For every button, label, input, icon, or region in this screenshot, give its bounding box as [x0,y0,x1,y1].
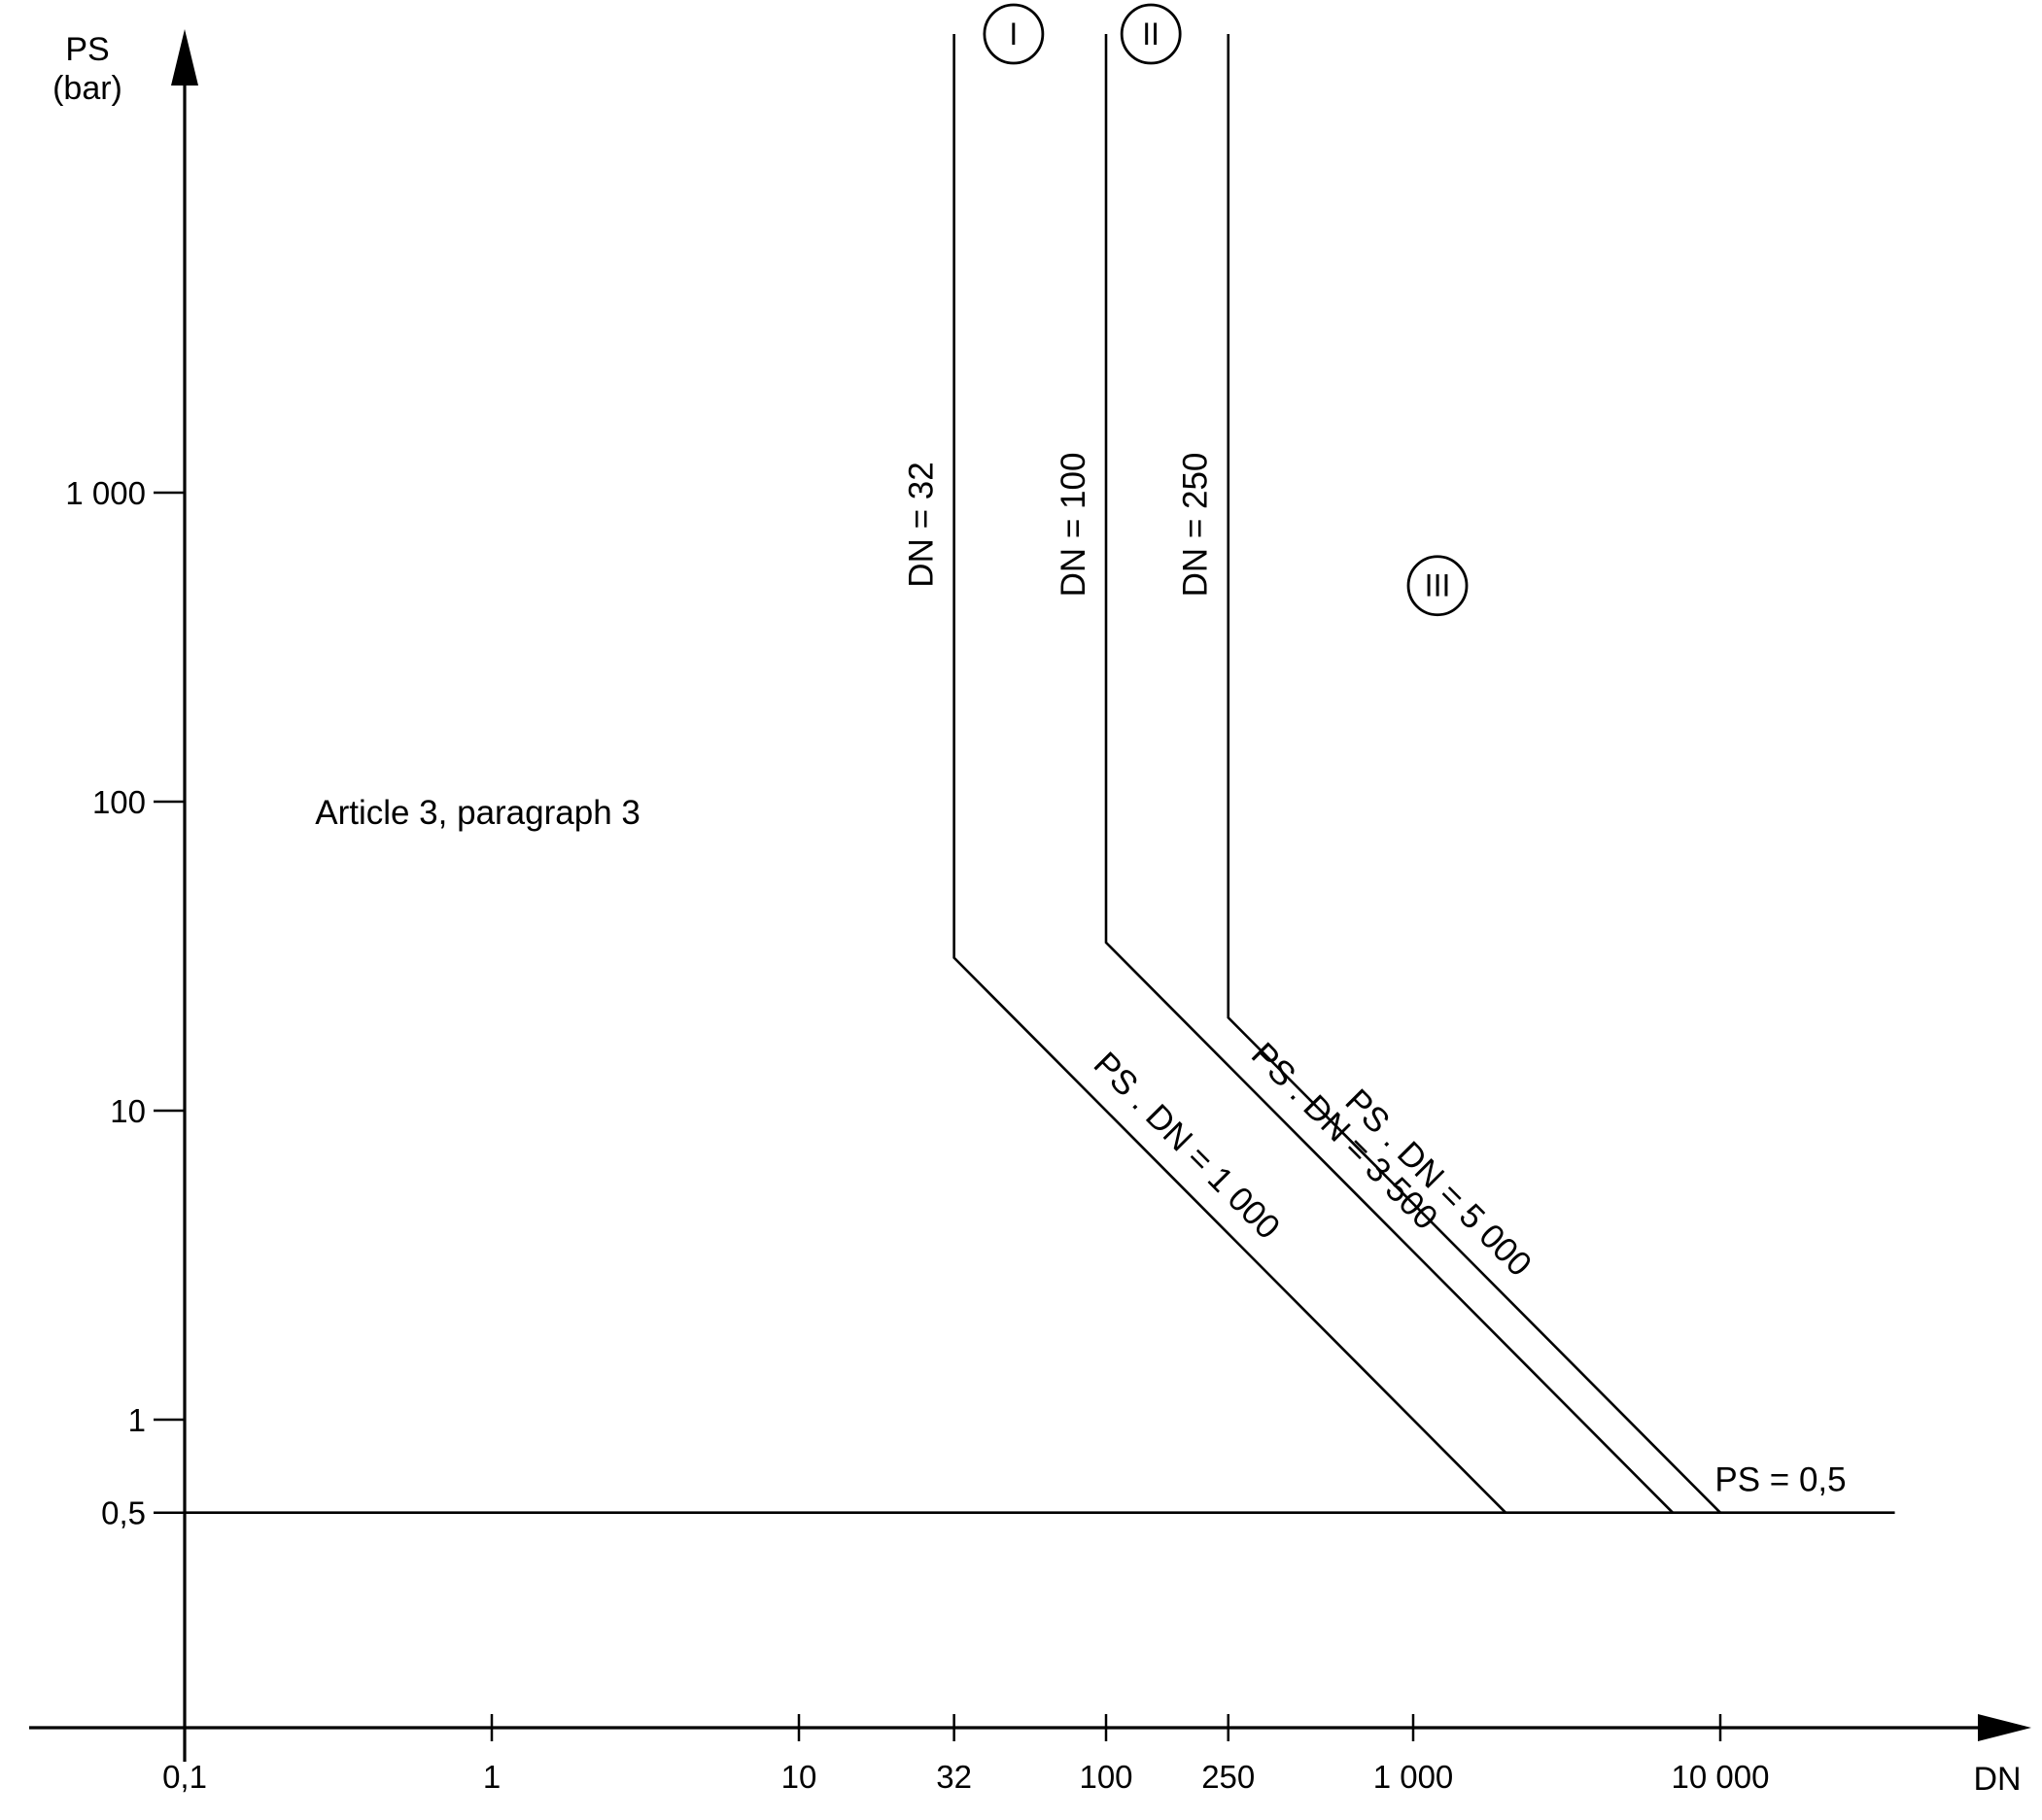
x-axis-title: DN [1973,1761,2021,1798]
x-tick-label: 100 [1079,1759,1132,1795]
y-tick-label: 1 [128,1402,146,1438]
region-marker [1406,555,1469,617]
region-label: II [1142,17,1159,52]
x-axis-arrow-icon [1978,1714,2031,1741]
region-label: I [1009,17,1018,52]
x-axis-ticks: 0,1 1 10 32 100 250 1 000 10 000 [162,1714,1769,1795]
y-tick-label: 100 [92,784,146,820]
boundary-vertical-label: DN = 32 [903,462,941,587]
x-tick-label: 1 [483,1759,501,1795]
y-axis-title: PS [65,31,109,68]
boundary-vertical-label: DN = 250 [1177,453,1215,598]
y-axis-unit: (bar) [52,70,122,107]
y-axis-arrow-icon [171,29,198,86]
region-label: III [1425,568,1451,603]
boundary-vertical-label: DN = 100 [1055,453,1092,598]
x-tick-label: 250 [1201,1759,1255,1795]
y-tick-label: 10 [110,1093,146,1129]
y-axis-ticks: 0,5 1 10 100 1 000 [65,475,185,1531]
annotation-article-3: Article 3, paragraph 3 [315,794,640,832]
x-tick-label: 0,1 [162,1759,207,1795]
boundary-line [1104,34,1674,1514]
region-marker [1120,3,1182,65]
boundary-line [952,34,1507,1514]
region-marker [983,3,1045,65]
y-tick-label: 0,5 [101,1495,146,1531]
y-tick-label: 1 000 [65,475,146,511]
x-tick-label: 10 [781,1759,817,1795]
boundary-line [1227,34,1721,1514]
x-tick-label: 1 000 [1373,1759,1454,1795]
x-tick-label: 10 000 [1672,1759,1770,1795]
baseline-label: PS = 0,5 [1714,1461,1846,1499]
x-tick-label: 32 [936,1759,972,1795]
